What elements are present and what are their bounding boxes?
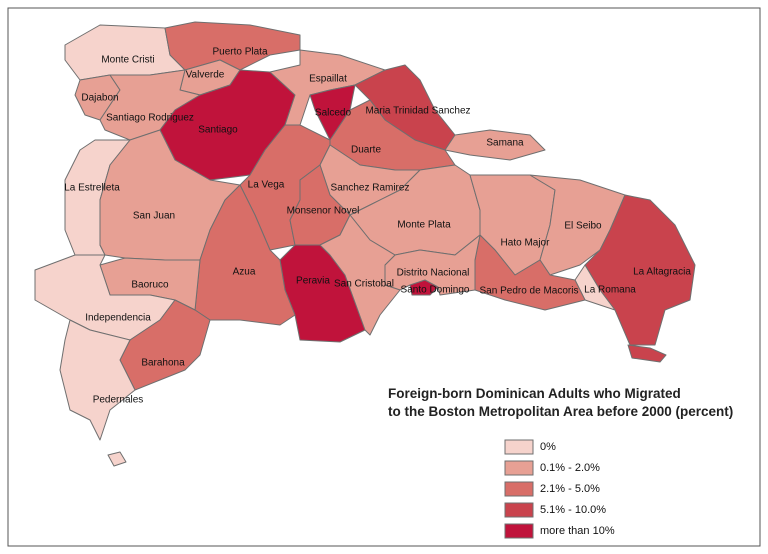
region-label: Barahona — [141, 358, 185, 369]
region-label: El Seibo — [564, 221, 602, 232]
regions — [34, 21, 696, 467]
legend-swatch — [504, 460, 534, 476]
region-label: Santiago — [198, 125, 238, 136]
region-label: Monte Cristi — [101, 55, 154, 66]
legend-swatch — [504, 439, 534, 455]
region-label: La Romana — [584, 285, 636, 296]
region-label: Hato Major — [501, 238, 551, 249]
region-label: San Cristobal — [334, 279, 394, 290]
legend-title: to the Boston Metropolitan Area before 2… — [388, 404, 733, 419]
region-label: La Vega — [248, 180, 285, 191]
region-label: Monte Plata — [397, 220, 451, 231]
region — [269, 49, 386, 126]
region — [627, 344, 667, 363]
legend-label: 5.1% - 10.0% — [540, 504, 606, 516]
region — [164, 21, 301, 71]
region-label: Independencia — [85, 313, 151, 324]
region-label: Espaillat — [309, 74, 347, 85]
region-label: Puerto Plata — [212, 47, 267, 58]
region-label: Baoruco — [131, 280, 169, 291]
legend-swatch — [504, 502, 534, 518]
region-label: La Estrelleta — [64, 183, 120, 194]
legend-swatch — [504, 523, 534, 539]
frame — [7, 7, 761, 547]
region — [107, 451, 127, 467]
region — [319, 214, 401, 336]
region — [444, 129, 546, 161]
region-label: Peravia — [296, 276, 330, 287]
legend-label: 2.1% - 5.0% — [540, 483, 600, 495]
region-label: Pedernales — [93, 395, 144, 406]
region-label: Santiago Rodriguez — [106, 113, 194, 124]
region-label: Samana — [486, 138, 524, 149]
region-label: Valverde — [186, 70, 225, 81]
region-label: Dajabon — [81, 93, 118, 104]
region-label: Distrito Nacional — [397, 268, 470, 279]
legend-label: more than 10% — [540, 525, 615, 537]
legend-label: 0.1% - 2.0% — [540, 462, 600, 474]
region-label: Sanchez Ramirez — [331, 183, 410, 194]
region — [584, 194, 696, 346]
region-label: Santo Domingo — [401, 285, 470, 296]
region-label: San Juan — [133, 211, 175, 222]
region-label: San Pedro de Macoris — [480, 286, 579, 297]
legend: 0% 0.1% - 2.0% 2.1% - 5.0% 5.1% - 10.0% more… — [504, 439, 615, 539]
region-label: Azua — [233, 267, 256, 278]
region-labels: Monte Cristi Puerto Plata Valverde Dajabon S… — [64, 47, 691, 406]
region-label: Monsenor Novel — [287, 206, 360, 217]
region-label: Salcedo — [315, 108, 352, 119]
region-label: La Altagracia — [633, 267, 691, 278]
legend-label: 0% — [540, 441, 556, 453]
legend-title: Foreign-born Dominican Adults who Migrat… — [388, 386, 681, 401]
region — [59, 319, 136, 441]
region — [529, 174, 626, 276]
legend-swatch — [504, 481, 534, 497]
region-label: Maria Trinidad Sanchez — [365, 106, 470, 117]
region-label: Duarte — [351, 145, 381, 156]
region — [119, 299, 211, 391]
